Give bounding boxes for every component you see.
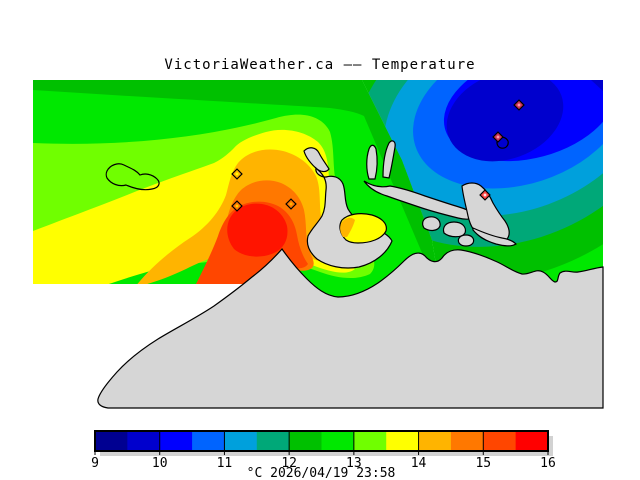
colorbar-cell <box>353 431 387 451</box>
islet-cluster-3 <box>457 234 475 247</box>
island-snake-arm <box>472 227 517 247</box>
island-outline-west <box>105 163 160 191</box>
station-marker <box>479 189 491 201</box>
colorbar-cell <box>321 431 355 451</box>
station-marker <box>492 131 504 143</box>
colorbar-tick-label: 9 <box>91 456 99 471</box>
colorbar-cell <box>418 431 452 451</box>
station-marker <box>231 168 243 180</box>
inlet-harbour-west <box>340 217 355 237</box>
colorbar: 9 10 11 12 13 14 15 16 °C 2026/04/19 23:58 <box>91 430 556 480</box>
colorbar-cell <box>450 431 484 451</box>
station-center-dot <box>483 193 487 197</box>
colorbar-cells <box>95 431 549 451</box>
station-marker <box>285 198 297 210</box>
station-center-dot <box>235 204 239 208</box>
map-title: VictoriaWeather.ca —— Temperature <box>164 57 475 73</box>
colorbar-tick-label: 12 <box>281 456 297 471</box>
colorbar-cell <box>386 431 420 451</box>
colorbar-tick-labels: 9 10 11 12 13 14 15 16 <box>91 456 556 471</box>
colorbar-cell <box>127 431 161 451</box>
colorbar-cell <box>95 431 128 451</box>
band-15-5-core <box>227 203 288 257</box>
colorbar-cell <box>515 431 549 451</box>
land-layer <box>97 136 604 409</box>
colorbar-cell <box>192 431 225 451</box>
station-center-dot <box>517 103 521 107</box>
islet-cluster-2 <box>442 221 467 238</box>
band-9-5-core <box>446 80 564 162</box>
colorbar-cell <box>159 431 193 451</box>
station-markers <box>231 99 525 212</box>
colorbar-tick-label: 15 <box>475 456 491 471</box>
colorbar-tick-label: 11 <box>217 456 233 471</box>
colorbar-cell <box>289 431 322 451</box>
colorbar-cell <box>224 431 258 451</box>
colorbar-unit-timestamp: °C 2026/04/19 23:58 <box>247 466 396 480</box>
colorbar-tick-label: 16 <box>540 456 556 471</box>
island-prong-east <box>382 140 396 179</box>
islet-cluster-1 <box>422 216 441 232</box>
station-marker <box>231 200 243 212</box>
colorbar-tick-label: 10 <box>152 456 168 471</box>
land-olympic-peninsula <box>97 248 604 409</box>
colorbar-tick-label: 14 <box>411 456 427 471</box>
colorbar-tick-label: 13 <box>346 456 362 471</box>
colorbar-ticks <box>94 431 549 455</box>
station-center-dot <box>289 202 293 206</box>
station-center-dot <box>496 135 500 139</box>
station-center-dot <box>235 172 239 176</box>
island-snake-tip <box>461 182 510 243</box>
corner-cold-patch <box>591 80 603 91</box>
island-prong-west <box>366 144 378 180</box>
colorbar-cell <box>256 431 290 451</box>
station-marker <box>513 99 525 111</box>
colorbar-cell <box>483 431 517 451</box>
